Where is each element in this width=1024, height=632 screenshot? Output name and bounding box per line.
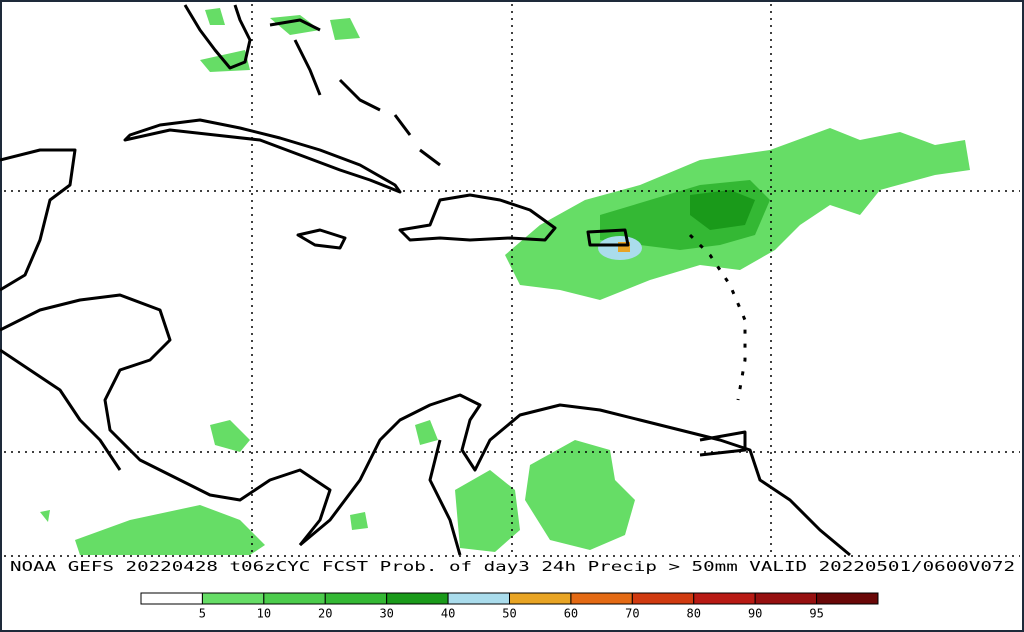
hispaniola [398, 193, 557, 242]
precip-area [200, 8, 360, 72]
caption: NOAA GEFS 20220428 t06zCYC FCST Prob. of… [10, 559, 1015, 575]
graticule [4, 4, 1020, 557]
bahamas [269, 18, 441, 167]
legend-label: 95 [809, 607, 823, 621]
legend-label: 90 [748, 607, 762, 621]
legend-label: 30 [379, 607, 393, 621]
precip-area [75, 505, 265, 555]
jamaica [296, 228, 347, 250]
precip-area [525, 440, 635, 550]
legend-swatch [693, 592, 756, 605]
legend-label: 10 [257, 607, 271, 621]
cuba [123, 118, 402, 194]
puerto-rico [586, 228, 630, 247]
precip-area [690, 190, 755, 230]
legend-swatch [816, 592, 879, 605]
precip-area [618, 242, 630, 252]
legend-swatch [201, 592, 265, 605]
map [0, 4, 1020, 557]
legend-label: 70 [625, 607, 639, 621]
legend-swatch [447, 592, 511, 605]
legend-swatch [754, 592, 818, 605]
mexico-coast [0, 148, 77, 292]
legend-label: 50 [502, 607, 516, 621]
south-america-coast [299, 393, 851, 557]
florida [183, 4, 252, 70]
legend-label: 60 [564, 607, 578, 621]
legend-swatch [631, 592, 695, 605]
legend-swatch [509, 592, 572, 605]
legend-swatch [386, 592, 449, 605]
legend-label: 40 [441, 607, 455, 621]
precip-area [210, 420, 250, 452]
legend-swatch [140, 592, 203, 605]
legend-label: 5 [199, 607, 206, 621]
legend-swatch [263, 592, 326, 605]
legend-swatch [324, 592, 388, 605]
legend-label: 20 [318, 607, 332, 621]
coastlines [0, 4, 851, 557]
legend-swatch [570, 592, 633, 605]
pacific-coast [0, 348, 122, 471]
central-america [0, 293, 332, 546]
south-america-inland [428, 430, 747, 556]
legend-label: 80 [687, 607, 701, 621]
precip-areas [40, 8, 970, 555]
colorbar: 5 10 20 30 40 50 60 70 80 90 95 [140, 592, 879, 621]
precip-area [455, 470, 520, 552]
